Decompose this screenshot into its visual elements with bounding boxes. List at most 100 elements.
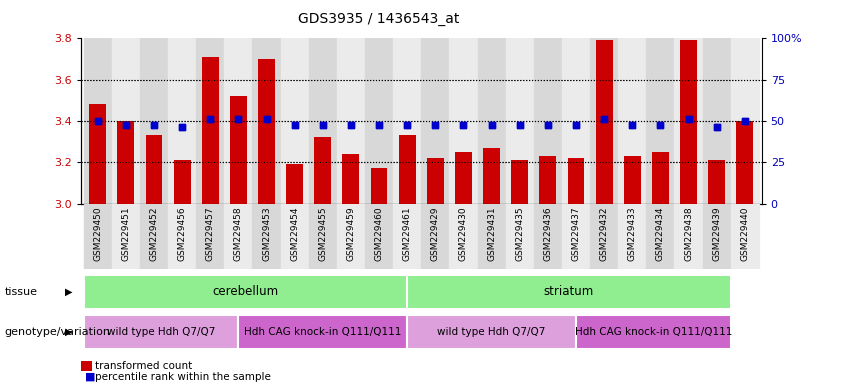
Text: GSM229435: GSM229435: [515, 207, 524, 262]
Bar: [286, 164, 303, 204]
Bar: [652, 152, 669, 204]
Text: cerebellum: cerebellum: [213, 285, 278, 298]
Bar: [407, 275, 731, 309]
Point: [288, 122, 301, 128]
Bar: [202, 57, 219, 204]
Bar: [117, 121, 134, 204]
Bar: [562, 38, 590, 204]
Text: GSM229439: GSM229439: [712, 207, 721, 262]
Bar: [534, 38, 562, 204]
Point: [119, 122, 133, 128]
Bar: [596, 40, 613, 204]
Point: [513, 122, 527, 128]
Point: [625, 122, 639, 128]
Text: GSM229438: GSM229438: [684, 207, 693, 262]
Bar: [624, 156, 641, 204]
Point: [457, 122, 471, 128]
Bar: [238, 315, 407, 349]
Point: [175, 124, 189, 130]
Point: [344, 122, 357, 128]
Bar: [568, 158, 585, 204]
Point: [569, 122, 583, 128]
Bar: [590, 38, 618, 204]
Point: [372, 122, 386, 128]
Bar: [483, 148, 500, 204]
Bar: [511, 160, 528, 204]
Bar: [309, 204, 337, 269]
Bar: [83, 204, 111, 269]
Point: [203, 116, 217, 122]
Text: transformed count: transformed count: [95, 361, 192, 371]
Bar: [309, 38, 337, 204]
Bar: [624, 156, 641, 204]
Bar: [140, 38, 168, 204]
Bar: [253, 204, 281, 269]
Bar: [477, 38, 505, 204]
Bar: [230, 96, 247, 204]
Text: GSM229450: GSM229450: [94, 207, 102, 262]
Point: [231, 116, 245, 122]
Point: [597, 116, 611, 122]
Text: GSM229455: GSM229455: [318, 207, 328, 262]
Bar: [342, 154, 359, 204]
Bar: [83, 315, 238, 349]
Bar: [505, 38, 534, 204]
Text: tissue: tissue: [4, 287, 37, 297]
Point: [288, 122, 301, 128]
Point: [654, 122, 667, 128]
Bar: [540, 156, 557, 204]
Point: [738, 118, 751, 124]
Bar: [230, 96, 247, 204]
Point: [344, 122, 357, 128]
Text: GSM229432: GSM229432: [600, 207, 608, 261]
Bar: [576, 315, 731, 349]
Bar: [534, 204, 562, 269]
Text: Hdh CAG knock-in Q111/Q111: Hdh CAG knock-in Q111/Q111: [244, 327, 402, 337]
Bar: [449, 204, 477, 269]
Bar: [407, 315, 576, 349]
Bar: [281, 204, 309, 269]
Bar: [477, 204, 505, 269]
Bar: [731, 204, 759, 269]
Text: percentile rank within the sample: percentile rank within the sample: [95, 372, 271, 382]
Point: [91, 118, 105, 124]
Bar: [253, 38, 281, 204]
Bar: [146, 136, 163, 204]
Bar: [83, 275, 407, 309]
Bar: [146, 136, 163, 204]
Text: GSM229457: GSM229457: [206, 207, 214, 262]
Bar: [703, 38, 731, 204]
Bar: [314, 137, 331, 204]
Text: GSM229454: GSM229454: [290, 207, 300, 261]
Bar: [393, 38, 421, 204]
Bar: [652, 152, 669, 204]
Text: GDS3935 / 1436543_at: GDS3935 / 1436543_at: [298, 12, 460, 25]
Point: [682, 116, 695, 122]
Point: [541, 122, 555, 128]
Bar: [168, 204, 197, 269]
Point: [119, 122, 133, 128]
Bar: [258, 59, 275, 204]
Point: [203, 116, 217, 122]
Text: ■: ■: [85, 372, 95, 382]
Point: [400, 122, 414, 128]
Bar: [393, 204, 421, 269]
Bar: [258, 59, 275, 204]
Bar: [511, 160, 528, 204]
Bar: [618, 204, 646, 269]
Point: [147, 122, 161, 128]
Bar: [111, 204, 140, 269]
Point: [710, 124, 723, 130]
Point: [429, 122, 443, 128]
Bar: [505, 204, 534, 269]
Point: [513, 122, 527, 128]
Text: Hdh CAG knock-in Q111/Q111: Hdh CAG knock-in Q111/Q111: [574, 327, 732, 337]
Bar: [455, 152, 472, 204]
Bar: [225, 38, 253, 204]
Bar: [680, 40, 697, 204]
Point: [400, 122, 414, 128]
Bar: [675, 204, 703, 269]
Point: [569, 122, 583, 128]
Text: GSM229461: GSM229461: [403, 207, 412, 262]
Bar: [89, 104, 106, 204]
